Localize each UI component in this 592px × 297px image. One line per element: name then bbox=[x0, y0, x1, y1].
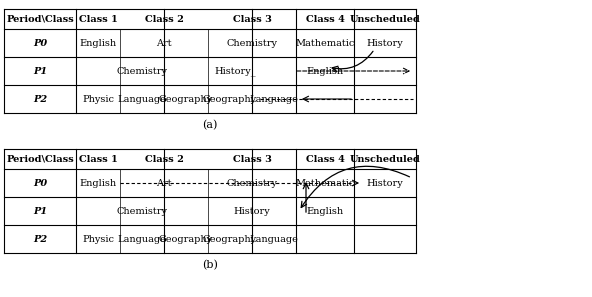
Text: P0: P0 bbox=[33, 39, 47, 48]
Text: English: English bbox=[307, 67, 343, 75]
Text: Chemistry: Chemistry bbox=[117, 67, 168, 75]
Text: Chemistry: Chemistry bbox=[117, 206, 168, 216]
Text: P2: P2 bbox=[33, 235, 47, 244]
Text: Period\Class: Period\Class bbox=[6, 15, 74, 23]
Text: P1: P1 bbox=[33, 67, 47, 75]
Text: English: English bbox=[307, 206, 343, 216]
Text: Geography: Geography bbox=[203, 235, 257, 244]
Text: History_: History_ bbox=[214, 66, 256, 76]
Text: Class 1: Class 1 bbox=[79, 15, 117, 23]
Text: Language: Language bbox=[250, 94, 298, 103]
Text: Chemistry: Chemistry bbox=[227, 39, 278, 48]
Text: Period\Class: Period\Class bbox=[6, 154, 74, 164]
Text: Physic: Physic bbox=[82, 94, 114, 103]
Text: (a): (a) bbox=[202, 120, 218, 130]
Text: Class 3: Class 3 bbox=[233, 15, 272, 23]
Text: Language: Language bbox=[118, 235, 166, 244]
Text: Geography: Geography bbox=[159, 94, 213, 103]
Text: Art: Art bbox=[156, 39, 172, 48]
Text: P0: P0 bbox=[33, 178, 47, 187]
Text: English: English bbox=[79, 178, 117, 187]
Text: Physic: Physic bbox=[82, 235, 114, 244]
Text: History: History bbox=[234, 206, 271, 216]
Text: (b): (b) bbox=[202, 260, 218, 270]
Text: Unscheduled: Unscheduled bbox=[349, 15, 420, 23]
Text: Unscheduled: Unscheduled bbox=[349, 154, 420, 164]
Text: Class 1: Class 1 bbox=[79, 154, 117, 164]
Text: Geography: Geography bbox=[159, 235, 213, 244]
Text: Class 4: Class 4 bbox=[305, 15, 345, 23]
Text: Language: Language bbox=[250, 235, 298, 244]
Text: History: History bbox=[366, 178, 403, 187]
Text: Mathematic: Mathematic bbox=[295, 178, 355, 187]
Text: Geography: Geography bbox=[203, 94, 257, 103]
Text: P1: P1 bbox=[33, 206, 47, 216]
Text: Chemistry: Chemistry bbox=[227, 178, 278, 187]
Text: Class 2: Class 2 bbox=[144, 154, 184, 164]
Text: Class 3: Class 3 bbox=[233, 154, 272, 164]
Text: P2: P2 bbox=[33, 94, 47, 103]
Text: Class 2: Class 2 bbox=[144, 15, 184, 23]
Text: Mathematic: Mathematic bbox=[295, 39, 355, 48]
Text: History: History bbox=[366, 39, 403, 48]
Text: Art: Art bbox=[156, 178, 172, 187]
Text: Language: Language bbox=[118, 94, 166, 103]
Text: Class 4: Class 4 bbox=[305, 154, 345, 164]
Text: English: English bbox=[79, 39, 117, 48]
